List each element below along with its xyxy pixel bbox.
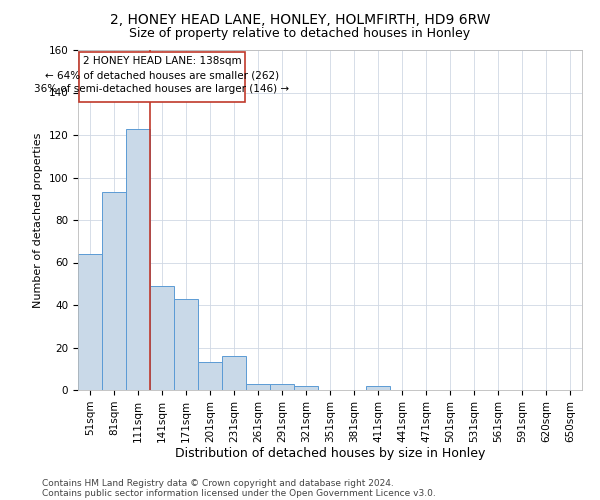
Text: Contains public sector information licensed under the Open Government Licence v3: Contains public sector information licen… <box>42 488 436 498</box>
Text: Contains HM Land Registry data © Crown copyright and database right 2024.: Contains HM Land Registry data © Crown c… <box>42 478 394 488</box>
Text: ← 64% of detached houses are smaller (262): ← 64% of detached houses are smaller (26… <box>45 70 279 80</box>
Text: Size of property relative to detached houses in Honley: Size of property relative to detached ho… <box>130 28 470 40</box>
Bar <box>78 254 102 390</box>
Bar <box>126 128 150 390</box>
X-axis label: Distribution of detached houses by size in Honley: Distribution of detached houses by size … <box>175 448 485 460</box>
Bar <box>366 386 390 390</box>
Text: 2 HONEY HEAD LANE: 138sqm: 2 HONEY HEAD LANE: 138sqm <box>83 56 241 66</box>
Bar <box>102 192 126 390</box>
Bar <box>270 384 294 390</box>
Bar <box>246 384 270 390</box>
Y-axis label: Number of detached properties: Number of detached properties <box>33 132 43 308</box>
Text: 36% of semi-detached houses are larger (146) →: 36% of semi-detached houses are larger (… <box>34 84 290 94</box>
Bar <box>174 298 198 390</box>
Bar <box>150 286 174 390</box>
Bar <box>198 362 222 390</box>
Bar <box>294 386 318 390</box>
Text: 2, HONEY HEAD LANE, HONLEY, HOLMFIRTH, HD9 6RW: 2, HONEY HEAD LANE, HONLEY, HOLMFIRTH, H… <box>110 12 490 26</box>
Bar <box>222 356 246 390</box>
FancyBboxPatch shape <box>79 52 245 102</box>
